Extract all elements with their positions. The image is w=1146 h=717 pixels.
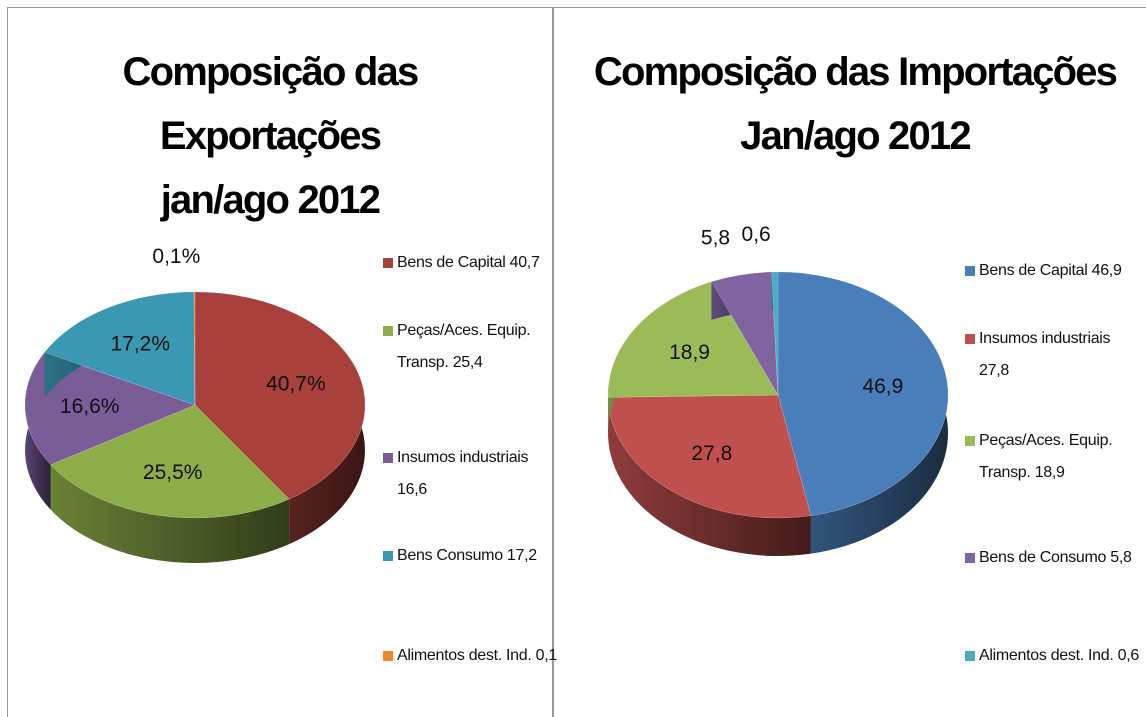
data-label: 16,6%	[60, 395, 120, 418]
panel-border	[553, 7, 1146, 717]
chart-title: Composição das Importações Jan/ago 2012	[593, 50, 1118, 158]
legend-label: Insumos industriais 27,8	[979, 330, 1111, 379]
legend-label: Bens de Capital 46,9	[979, 262, 1122, 279]
legend-label: Peças/Aces. Equip. Transp. 18,9	[979, 432, 1113, 481]
legend-swatch	[383, 326, 393, 336]
legend-label: Alimentos dest. Ind. 0,6	[979, 647, 1140, 664]
chart-title: Composição das Exportações jan/ago 2012	[122, 50, 420, 222]
slice-top	[711, 271, 779, 396]
data-label: 18,9	[669, 341, 710, 364]
legend-swatch	[383, 651, 393, 661]
data-label: 27,8	[691, 442, 732, 465]
legend-swatch	[965, 266, 975, 276]
slice-top	[193, 291, 196, 406]
slice-top	[44, 291, 196, 406]
legend-label: Alimentos dest. Ind. 0,1	[397, 647, 558, 664]
legend-swatch	[383, 453, 393, 463]
legend-label: Bens Consumo 17,2	[397, 547, 537, 564]
legend-item: Peças/Aces. Equip. Transp. 25,4	[383, 315, 562, 379]
legend-item: Bens de Capital 46,9	[965, 255, 1144, 287]
legend-label: Bens de Capital 40,7	[397, 254, 540, 271]
slice	[24, 352, 196, 510]
legend-item: Alimentos dest. Ind. 0,1	[383, 640, 562, 672]
data-label: 17,2%	[110, 333, 170, 356]
legend-item: Peças/Aces. Equip. Transp. 18,9	[965, 425, 1144, 489]
slice	[771, 271, 779, 396]
data-label: 40,7%	[266, 372, 326, 395]
slice	[777, 271, 949, 554]
legend-swatch	[965, 553, 975, 563]
slice-top	[607, 394, 812, 519]
slice	[607, 281, 779, 436]
slice-top	[194, 291, 366, 500]
legend-item: Alimentos dest. Ind. 0,6	[965, 640, 1144, 672]
legend-swatch	[965, 334, 975, 344]
legend-item: Bens de Consumo 5,8	[965, 542, 1144, 574]
legend-label: Insumos industriais 16,6	[397, 449, 529, 498]
legend-item: Insumos industriais 27,8	[965, 323, 1144, 387]
slice	[607, 394, 812, 556]
legend-label: Peças/Aces. Equip. Transp. 25,4	[397, 322, 531, 371]
legend-swatch	[965, 436, 975, 446]
legend-item: Bens Consumo 17,2	[383, 540, 562, 572]
slice	[193, 291, 196, 406]
data-label: 25,5%	[143, 461, 203, 484]
legend-swatch	[383, 258, 393, 268]
slice-top	[777, 271, 949, 516]
slice	[194, 291, 366, 545]
legend-item: Bens de Capital 40,7	[383, 247, 562, 279]
legend-swatch	[965, 651, 975, 661]
data-label: 5,8	[701, 227, 730, 250]
legend-label: Bens de Consumo 5,8	[979, 549, 1132, 566]
slice-side	[50, 464, 290, 563]
slice	[50, 404, 290, 563]
data-label: 0,6	[742, 223, 771, 246]
slice-side	[608, 397, 811, 556]
slice	[44, 291, 196, 406]
slice-top	[771, 271, 779, 396]
legend-item: Insumos industriais 16,6	[383, 442, 562, 506]
data-label: 46,9	[862, 375, 903, 398]
data-label: 0,1%	[152, 245, 200, 268]
slice-top	[607, 281, 779, 398]
legend-swatch	[383, 551, 393, 561]
slice-top	[24, 352, 196, 466]
panel-border	[7, 7, 553, 717]
slice-top	[50, 404, 290, 519]
slice	[711, 271, 779, 396]
